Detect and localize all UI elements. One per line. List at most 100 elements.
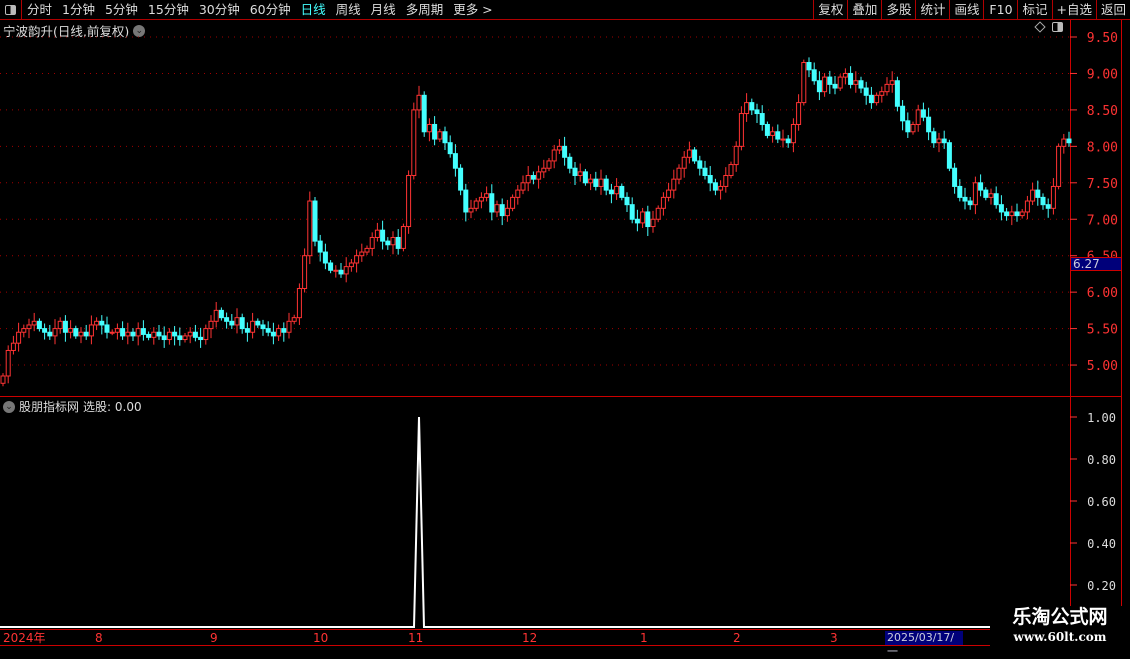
candle-up — [135, 328, 141, 337]
candle-down — [463, 189, 469, 213]
candle-up — [52, 328, 58, 337]
candle-down — [707, 175, 713, 184]
candle-down — [863, 87, 869, 96]
candle-up — [416, 94, 422, 111]
candle-down — [1035, 189, 1041, 198]
candle-down — [562, 145, 568, 158]
candle-down — [161, 335, 167, 341]
candle-up — [598, 178, 604, 187]
current-price-marker: 6.27 — [1070, 257, 1122, 271]
candle-down — [749, 102, 755, 111]
candle-up — [525, 175, 531, 184]
toolbar-button-3[interactable]: 统计 — [915, 0, 949, 20]
toolbar-button-4[interactable]: 画线 — [949, 0, 983, 20]
candle-up — [796, 102, 802, 125]
tab-period-2[interactable]: 5分钟 — [104, 2, 138, 17]
candle-down — [255, 320, 261, 326]
stock-title[interactable]: 宁波韵升(日线,前复权) ⌄ — [3, 21, 146, 40]
candle-up — [837, 76, 843, 89]
candle-up — [510, 196, 516, 209]
tab-period-4[interactable]: 30分钟 — [198, 2, 240, 17]
tab-period-10[interactable]: 更多 > — [453, 2, 493, 17]
candle-up — [0, 375, 6, 384]
tab-period-8[interactable]: 月线 — [370, 2, 396, 17]
candle-up — [21, 328, 27, 333]
toolbar-button-5[interactable]: F10 — [983, 0, 1017, 20]
candle-up — [109, 331, 115, 334]
tab-period-9[interactable]: 多周期 — [405, 2, 444, 17]
candle-up — [364, 247, 370, 253]
candle-up — [1009, 211, 1015, 217]
indicator-axis-label: 0.20 — [1087, 579, 1116, 593]
candle-up — [296, 288, 302, 319]
sidebar-toggle-icon — [5, 5, 16, 15]
candle-up — [515, 189, 521, 198]
candle-down — [759, 113, 765, 125]
candle-up — [26, 324, 32, 330]
tab-period-3[interactable]: 15分钟 — [147, 2, 189, 17]
candle-down — [712, 182, 718, 191]
candle-down — [692, 149, 698, 162]
toolbar-button-8[interactable]: 返回 — [1095, 0, 1130, 20]
candle-down — [1014, 211, 1020, 217]
tab-period-0[interactable]: 分时 — [27, 2, 53, 17]
candle-down — [421, 94, 427, 133]
watermark-logo: 乐淘公式网 www.60lt.com — [990, 606, 1130, 650]
panel-toggle-button[interactable] — [0, 0, 22, 20]
candle-down — [447, 142, 453, 155]
candle-up — [250, 320, 256, 333]
candle-down — [645, 211, 651, 228]
tab-period-7[interactable]: 周线 — [335, 2, 361, 17]
time-axis-label: 1 — [640, 631, 648, 645]
candle-down — [1045, 204, 1051, 209]
tab-period-6[interactable]: 日线 — [300, 2, 326, 17]
candle-down — [993, 193, 999, 206]
indicator-title[interactable]: ⌄ 股朋指标网 选股: 0.00 — [3, 398, 142, 415]
candle-up — [541, 167, 547, 173]
tab-period-1[interactable]: 1分钟 — [62, 2, 95, 17]
candle-up — [88, 324, 94, 337]
toolbar-button-0[interactable]: 复权 — [813, 0, 847, 20]
candle-down — [983, 189, 989, 198]
candle-down — [130, 331, 136, 337]
candle-down — [260, 324, 266, 330]
candle-up — [733, 145, 739, 166]
candle-down — [811, 69, 817, 82]
candle-up — [94, 320, 100, 326]
price-axis-label: 5.00 — [1087, 359, 1118, 374]
candle-up — [31, 320, 37, 326]
candle-up — [551, 149, 557, 162]
candle-down — [317, 240, 323, 253]
indicator-axis-label: 1.00 — [1087, 411, 1116, 425]
toolbar-button-6[interactable]: 标记 — [1017, 0, 1051, 20]
candle-down — [218, 309, 224, 319]
toolbar-button-1[interactable]: 叠加 — [847, 0, 881, 20]
candle-up — [151, 331, 157, 338]
toolbar-button-2[interactable]: 多股 — [881, 0, 915, 20]
price-axis-label: 8.50 — [1087, 104, 1118, 119]
candle-down — [754, 109, 760, 115]
tab-period-5[interactable]: 60分钟 — [249, 2, 291, 17]
chevron-down-icon[interactable]: ⌄ — [133, 24, 146, 37]
indicator-axis-label: 0.80 — [1087, 453, 1116, 467]
candle-up — [801, 62, 807, 104]
candle-up — [406, 175, 412, 228]
toolbar-button-7[interactable]: +自选 — [1051, 0, 1096, 20]
period-tabs: 分时 1分钟 5分钟 15分钟 30分钟 60分钟 日线 周线 月线 多周期 更多 > — [0, 0, 498, 20]
candle-down — [1040, 196, 1046, 206]
candle-up — [400, 226, 406, 249]
panel-toggle-icon[interactable] — [1052, 22, 1063, 32]
candle-down — [270, 331, 276, 337]
time-axis-label: 2024年 — [3, 631, 46, 645]
time-axis-label: 3 — [830, 631, 838, 645]
candle-up — [910, 123, 916, 133]
chevron-down-icon[interactable]: ⌄ — [3, 400, 15, 413]
candle-down — [458, 167, 464, 191]
candle-up — [577, 171, 583, 177]
candle-down — [140, 328, 146, 335]
candle-up — [504, 207, 510, 217]
price-axis-label: 6.00 — [1087, 286, 1118, 301]
right-side-panel-strip[interactable] — [1121, 20, 1130, 650]
price-axis-label: 5.50 — [1087, 323, 1118, 338]
